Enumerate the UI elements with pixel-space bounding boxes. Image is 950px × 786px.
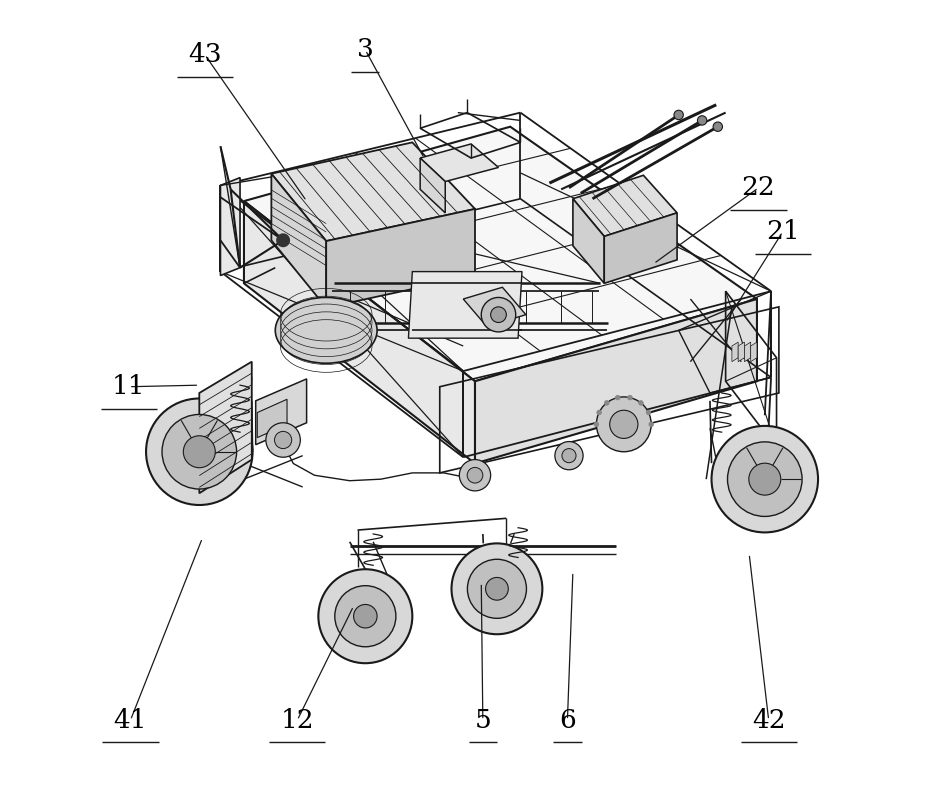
Text: 5: 5 bbox=[474, 708, 491, 733]
Circle shape bbox=[451, 543, 542, 634]
Text: 6: 6 bbox=[559, 708, 576, 733]
Circle shape bbox=[638, 401, 643, 406]
Polygon shape bbox=[745, 342, 751, 362]
Text: 43: 43 bbox=[188, 42, 221, 67]
Polygon shape bbox=[408, 272, 522, 338]
Circle shape bbox=[713, 122, 723, 131]
Circle shape bbox=[183, 435, 216, 468]
Circle shape bbox=[334, 586, 396, 647]
Polygon shape bbox=[573, 175, 677, 237]
Polygon shape bbox=[573, 199, 604, 283]
Circle shape bbox=[467, 468, 483, 483]
Circle shape bbox=[555, 442, 583, 470]
Circle shape bbox=[674, 110, 683, 119]
Circle shape bbox=[562, 449, 576, 463]
Circle shape bbox=[146, 399, 253, 505]
Polygon shape bbox=[220, 178, 240, 276]
Circle shape bbox=[482, 297, 516, 332]
Polygon shape bbox=[244, 201, 475, 464]
Polygon shape bbox=[272, 142, 475, 241]
Polygon shape bbox=[464, 287, 526, 326]
Circle shape bbox=[749, 463, 781, 495]
Circle shape bbox=[646, 410, 651, 415]
Circle shape bbox=[276, 234, 290, 247]
Ellipse shape bbox=[276, 297, 377, 363]
Circle shape bbox=[353, 604, 377, 628]
Circle shape bbox=[616, 395, 620, 400]
Circle shape bbox=[594, 422, 598, 427]
Text: 12: 12 bbox=[280, 708, 314, 733]
Circle shape bbox=[318, 569, 412, 663]
Polygon shape bbox=[257, 399, 287, 438]
Circle shape bbox=[467, 560, 526, 619]
Text: 41: 41 bbox=[114, 708, 147, 733]
Circle shape bbox=[597, 397, 652, 452]
Text: 22: 22 bbox=[742, 175, 775, 200]
Polygon shape bbox=[200, 362, 252, 494]
Circle shape bbox=[610, 410, 637, 439]
Polygon shape bbox=[750, 342, 757, 362]
Polygon shape bbox=[244, 127, 757, 381]
Circle shape bbox=[460, 460, 490, 491]
Polygon shape bbox=[272, 174, 326, 307]
Circle shape bbox=[649, 422, 654, 427]
Text: 21: 21 bbox=[766, 219, 800, 244]
Circle shape bbox=[728, 442, 802, 516]
Circle shape bbox=[162, 414, 237, 489]
Circle shape bbox=[266, 423, 300, 457]
Circle shape bbox=[628, 395, 633, 400]
Circle shape bbox=[604, 401, 609, 406]
Polygon shape bbox=[738, 342, 745, 362]
Circle shape bbox=[697, 116, 707, 125]
Text: 11: 11 bbox=[112, 374, 145, 399]
Polygon shape bbox=[732, 342, 738, 362]
Circle shape bbox=[490, 307, 506, 322]
Polygon shape bbox=[256, 379, 307, 445]
Polygon shape bbox=[326, 209, 475, 307]
Polygon shape bbox=[420, 144, 499, 182]
Circle shape bbox=[485, 578, 508, 601]
Text: 42: 42 bbox=[751, 708, 786, 733]
Circle shape bbox=[597, 410, 601, 415]
Polygon shape bbox=[604, 213, 677, 283]
Polygon shape bbox=[475, 299, 757, 464]
Polygon shape bbox=[420, 158, 446, 213]
Text: 3: 3 bbox=[357, 38, 373, 62]
Circle shape bbox=[712, 426, 818, 532]
Circle shape bbox=[275, 432, 292, 449]
